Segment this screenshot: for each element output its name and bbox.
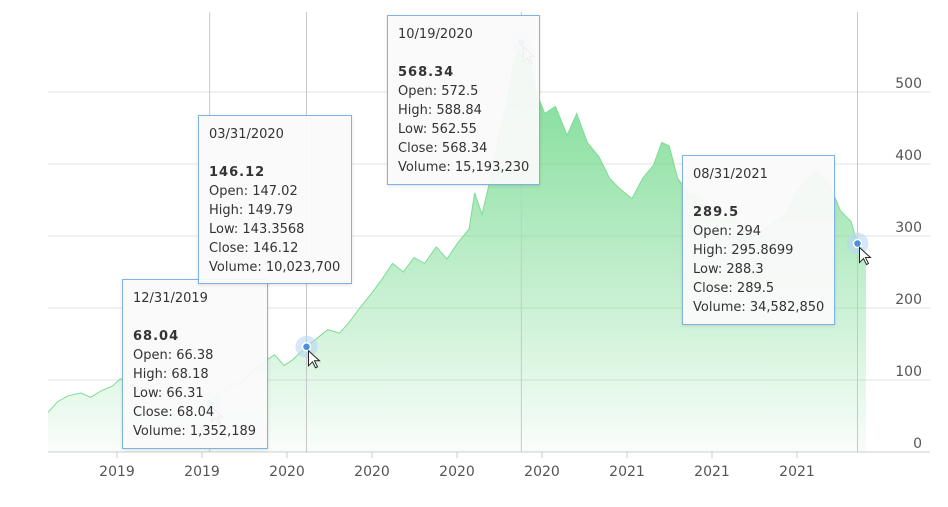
cursor-icon (307, 349, 321, 369)
x-tick-label: 2019 (184, 464, 220, 480)
x-tick-label: 2020 (524, 464, 560, 480)
y-tick-label: 200 (895, 292, 922, 308)
tooltip-open: Open: 147.02 (209, 184, 298, 199)
tooltip-dec-2019: 12/31/2019 68.04 Open: 66.38 High: 68.18… (122, 279, 268, 449)
tooltip-close: Close: 68.04 (133, 405, 215, 420)
x-tick-label: 2020 (269, 464, 305, 480)
tooltip-close: Close: 568.34 (398, 141, 488, 156)
tooltip-date: 08/31/2021 (693, 167, 768, 182)
x-tick-label: 2021 (779, 464, 815, 480)
y-tick-label: 100 (895, 364, 922, 380)
tooltip-price: 289.5 (693, 205, 740, 220)
tooltip-volume: Volume: 10,023,700 (209, 260, 341, 275)
tooltip-volume: Volume: 1,352,189 (133, 424, 257, 439)
y-tick-label: 0 (913, 436, 922, 452)
tooltip-volume: Volume: 15,193,230 (398, 160, 530, 175)
y-tick-label: 300 (895, 220, 922, 236)
cursor-icon (858, 246, 872, 266)
tooltip-price: 68.04 (133, 329, 180, 344)
tooltip-low: Low: 562.55 (398, 122, 477, 137)
tooltip-open: Open: 572.5 (398, 84, 479, 99)
y-axis: 0 100 200 300 400 500 (895, 76, 922, 452)
tooltip-oct-2020: 10/19/2020 568.34 Open: 572.5 High: 588.… (387, 15, 540, 185)
y-tick-label: 500 (895, 76, 922, 92)
tooltip-date: 03/31/2020 (209, 127, 284, 142)
data-point-marker[interactable] (852, 238, 863, 249)
tooltip-low: Low: 288.3 (693, 262, 764, 277)
area-fill (48, 42, 866, 453)
tooltip-high: High: 149.79 (209, 203, 293, 218)
x-axis: 2019 2019 2020 2020 2020 2020 2021 2021 2021 (99, 452, 815, 480)
x-tick-label: 2020 (439, 464, 475, 480)
tooltip-open: Open: 294 (693, 224, 762, 239)
x-tick-label: 2021 (694, 464, 730, 480)
tooltip-close: Close: 146.12 (209, 241, 299, 256)
tooltip-high: High: 588.84 (398, 103, 482, 118)
y-tick-label: 400 (895, 148, 922, 164)
x-tick-label: 2021 (609, 464, 645, 480)
tooltip-high: High: 68.18 (133, 367, 209, 382)
data-point-marker[interactable] (301, 342, 312, 352)
tooltip-low: Low: 66.31 (133, 386, 204, 401)
tooltip-mar-2020: 03/31/2020 146.12 Open: 147.02 High: 149… (198, 115, 352, 284)
tooltip-aug-2021: 08/31/2021 289.5 Open: 294 High: 295.869… (682, 155, 835, 325)
tooltip-date: 12/31/2019 (133, 291, 208, 306)
tooltip-high: High: 295.8699 (693, 243, 794, 258)
tooltip-open: Open: 66.38 (133, 348, 214, 363)
x-tick-label: 2020 (354, 464, 390, 480)
tooltip-volume: Volume: 34,582,850 (693, 300, 825, 315)
x-tick-label: 2019 (99, 464, 135, 480)
tooltip-date: 10/19/2020 (398, 27, 473, 42)
tooltip-low: Low: 143.3568 (209, 222, 305, 237)
tooltip-price: 568.34 (398, 65, 455, 80)
tooltip-close: Close: 289.5 (693, 281, 775, 296)
tooltip-price: 146.12 (209, 165, 266, 180)
